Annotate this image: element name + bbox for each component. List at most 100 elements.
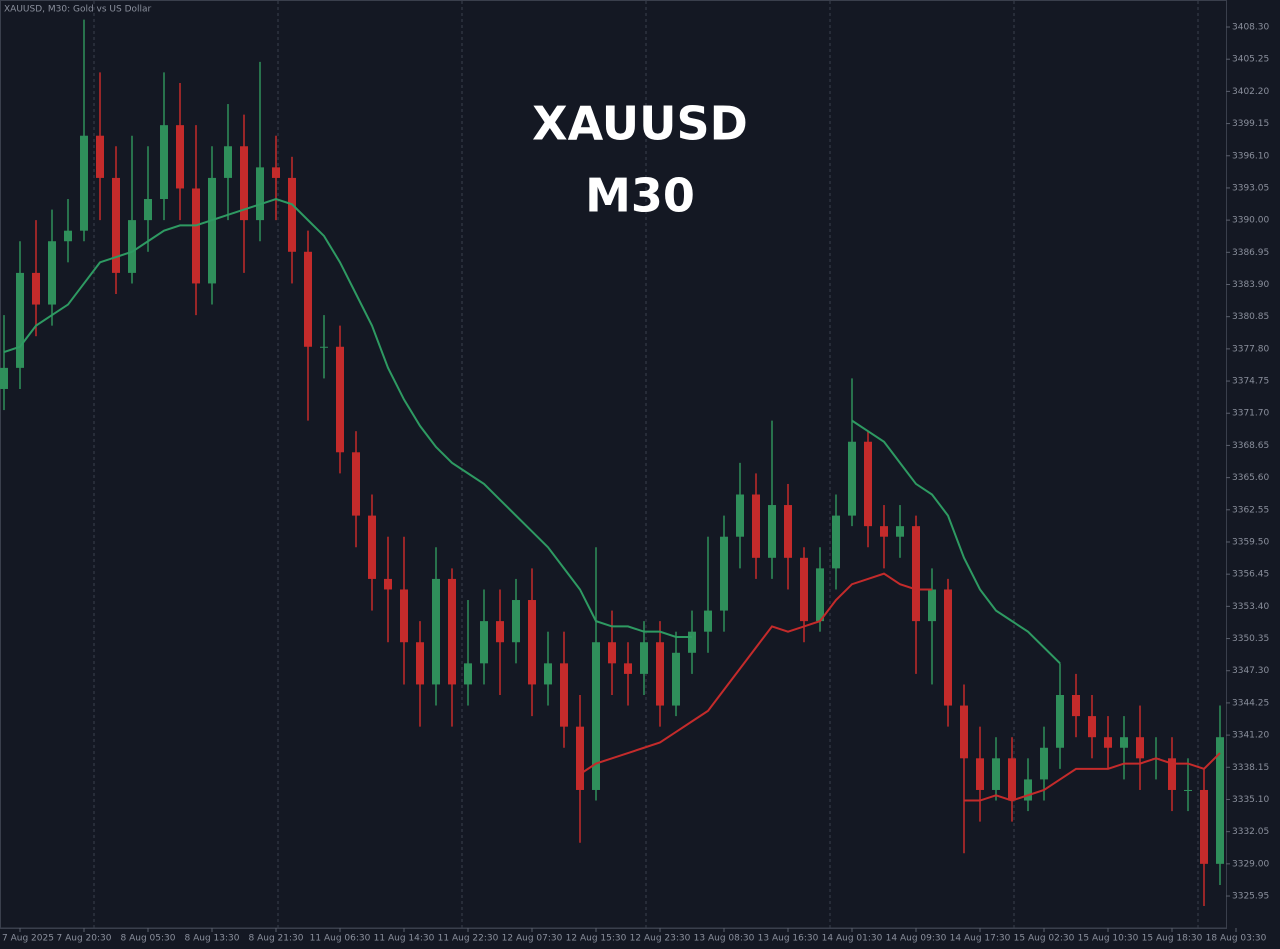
ma-line xyxy=(579,572,932,775)
candle-body xyxy=(464,663,472,685)
candle-body xyxy=(512,600,520,643)
x-tick-label: 13 Aug 16:30 xyxy=(758,934,819,944)
x-tick-label: 7 Aug 2025 xyxy=(2,934,54,944)
y-tick-label: 3374.75 xyxy=(1232,377,1269,387)
x-tick-label: 8 Aug 21:30 xyxy=(249,934,304,944)
candle-body xyxy=(336,346,344,453)
candle-body xyxy=(320,346,328,348)
y-tick-label: 3347.30 xyxy=(1232,666,1269,676)
candle-body xyxy=(544,663,552,685)
candle-body xyxy=(912,526,920,622)
candle-body xyxy=(1120,737,1128,748)
ma-line xyxy=(851,419,1061,665)
candle-body xyxy=(624,663,632,674)
day-separators xyxy=(93,1,1199,928)
candle-body xyxy=(400,589,408,643)
x-tick-label: 11 Aug 06:30 xyxy=(310,934,371,944)
y-tick-label: 3383.90 xyxy=(1232,280,1269,290)
candle-body xyxy=(0,367,8,389)
candle-body xyxy=(48,241,56,305)
candle-body xyxy=(224,146,232,178)
candle-body xyxy=(80,135,88,231)
candle-body xyxy=(944,589,952,706)
y-tick-label: 3356.45 xyxy=(1232,570,1269,580)
candle-body xyxy=(240,146,248,221)
y-tick-label: 3335.10 xyxy=(1232,795,1269,805)
x-tick-label: 8 Aug 05:30 xyxy=(121,934,176,944)
candle-body xyxy=(432,578,440,685)
x-tick-label: 12 Aug 23:30 xyxy=(630,934,691,944)
y-tick-label: 3390.00 xyxy=(1232,216,1269,226)
y-tick-label: 3377.80 xyxy=(1232,344,1269,354)
candle-body xyxy=(192,188,200,284)
candle-body xyxy=(736,494,744,537)
y-tick-label: 3341.20 xyxy=(1232,731,1269,741)
candle-body xyxy=(752,494,760,558)
overlay-timeframe: M30 xyxy=(585,169,695,223)
candle-body xyxy=(304,251,312,347)
x-tick-label: 15 Aug 10:30 xyxy=(1078,934,1139,944)
candle-body xyxy=(416,642,424,685)
y-tick-label: 3365.60 xyxy=(1232,473,1269,483)
candle-body xyxy=(592,642,600,790)
candle-body xyxy=(720,536,728,611)
candle-body xyxy=(960,705,968,759)
x-tick-label: 7 Aug 20:30 xyxy=(57,934,112,944)
ma-line xyxy=(964,752,1221,802)
x-tick-label: 11 Aug 14:30 xyxy=(374,934,435,944)
y-tick-label: 3396.10 xyxy=(1232,151,1269,161)
candle-body xyxy=(704,610,712,632)
y-tick-label: 3386.95 xyxy=(1232,248,1269,258)
y-tick-label: 3329.00 xyxy=(1232,859,1269,869)
y-tick-label: 3402.20 xyxy=(1232,87,1269,97)
x-tick-label: 11 Aug 22:30 xyxy=(438,934,499,944)
candle-body xyxy=(1168,758,1176,790)
y-tick-label: 3338.15 xyxy=(1232,763,1269,773)
candle-body xyxy=(272,167,280,178)
candle-body xyxy=(576,726,584,790)
candle-body xyxy=(528,600,536,685)
x-tick-label: 15 Aug 18:30 xyxy=(1142,934,1203,944)
candle-body xyxy=(608,642,616,664)
y-tick-label: 3380.85 xyxy=(1232,312,1269,322)
x-tick-label: 8 Aug 13:30 xyxy=(185,934,240,944)
candle-body xyxy=(560,663,568,727)
y-tick-label: 3350.35 xyxy=(1232,634,1269,644)
candle-body xyxy=(144,199,152,221)
chart-title: XAUUSD, M30: Gold vs US Dollar xyxy=(4,5,152,15)
y-tick-label: 3353.40 xyxy=(1232,602,1269,612)
x-tick-label: 14 Aug 17:30 xyxy=(950,934,1011,944)
candle-body xyxy=(1040,747,1048,780)
y-tick-label: 3344.25 xyxy=(1232,698,1269,708)
x-tick-label: 18 Aug 03:30 xyxy=(1206,934,1267,944)
candle-body xyxy=(1136,737,1144,759)
x-tick-label: 12 Aug 07:30 xyxy=(502,934,563,944)
candle-body xyxy=(880,526,888,537)
overlay-symbol: XAUUSD xyxy=(532,97,748,151)
candle-body xyxy=(640,642,648,674)
x-tick-label: 13 Aug 08:30 xyxy=(694,934,755,944)
candle-body xyxy=(1200,789,1208,864)
candle-body xyxy=(480,621,488,664)
candle-body xyxy=(656,642,664,706)
y-tick-label: 3408.30 xyxy=(1232,23,1269,33)
y-tick-label: 3325.95 xyxy=(1232,892,1269,902)
x-tick-label: 15 Aug 02:30 xyxy=(1014,934,1075,944)
candle-body xyxy=(96,135,104,178)
candle-body xyxy=(1056,694,1064,748)
y-tick-label: 3332.05 xyxy=(1232,827,1269,837)
candle-body xyxy=(784,505,792,558)
candle-body xyxy=(64,230,72,242)
candle-body xyxy=(688,631,696,653)
y-tick-label: 3399.15 xyxy=(1232,119,1269,129)
candle-body xyxy=(368,515,376,579)
x-tick-label: 14 Aug 09:30 xyxy=(886,934,947,944)
candle-body xyxy=(1216,737,1224,864)
candle-body xyxy=(352,452,360,516)
y-tick-label: 3371.70 xyxy=(1232,409,1269,419)
candle-body xyxy=(208,177,216,284)
candle-body xyxy=(112,177,120,273)
candle-body xyxy=(768,505,776,558)
candle-body xyxy=(384,578,392,590)
